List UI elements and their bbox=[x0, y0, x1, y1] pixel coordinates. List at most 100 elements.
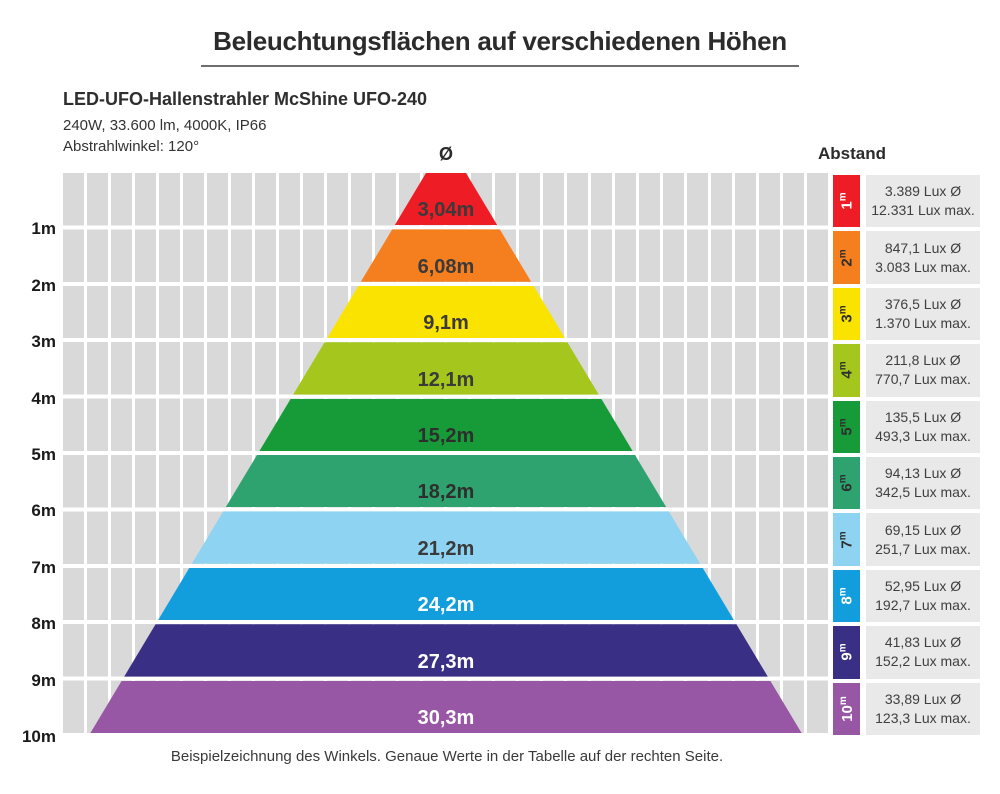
product-header: LED-UFO-Hallenstrahler McShine UFO-240 2… bbox=[63, 89, 427, 157]
beam-band-2m: 6,08m bbox=[360, 229, 532, 282]
lux-max: 493,3 Lux max. bbox=[875, 427, 971, 444]
table-row: 8m 52,95 Lux Ø 192,7 Lux max. bbox=[833, 569, 980, 623]
table-row: 6m 94,13 Lux Ø 342,5 Lux max. bbox=[833, 456, 980, 510]
diameter-value-9m: 27,3m bbox=[417, 650, 475, 673]
beam-chart-grid: 3,04m 6,08m 9,1m 12,1m 15,2m 18,2m 21,2m… bbox=[63, 173, 828, 737]
axis-label-4m: 4m bbox=[31, 389, 56, 408]
title-wrap: Beleuchtungsflächen auf verschiedenen Hö… bbox=[0, 26, 1000, 67]
distance-table: 1m 3.389 Lux Ø 12.331 Lux max. 2m 847,1 … bbox=[833, 175, 980, 739]
height-tab-7m: 7m bbox=[833, 513, 860, 566]
table-row: 7m 69,15 Lux Ø 251,7 Lux max. bbox=[833, 513, 980, 566]
axis-label-3m: 3m bbox=[31, 332, 56, 351]
axis-label-6m: 6m bbox=[31, 501, 56, 520]
table-row: 5m 135,5 Lux Ø 493,3 Lux max. bbox=[833, 400, 980, 453]
lux-max: 12.331 Lux max. bbox=[871, 202, 975, 219]
distance-column-header: Abstand bbox=[818, 144, 886, 163]
height-tab-4m: 4m bbox=[833, 344, 860, 397]
diameter-value-7m: 21,2m bbox=[417, 537, 475, 560]
lux-values: 94,13 Lux Ø 342,5 Lux max. bbox=[866, 456, 980, 510]
lux-values: 3.389 Lux Ø 12.331 Lux max. bbox=[866, 175, 980, 228]
height-tab-label: 3m bbox=[837, 305, 856, 323]
beam-band-8m: 24,2m bbox=[158, 567, 734, 621]
beam-band-6m: 18,2m bbox=[225, 455, 667, 508]
beam-band-7m: 21,2m bbox=[191, 511, 701, 564]
product-name: LED-UFO-Hallenstrahler McShine UFO-240 bbox=[63, 89, 428, 109]
lux-avg: 135,5 Lux Ø bbox=[884, 408, 962, 425]
diameter-value-1m: 3,04m bbox=[417, 199, 475, 222]
lux-avg: 376,5 Lux Ø bbox=[884, 295, 962, 312]
beam-band-1m: 3,04m bbox=[394, 173, 498, 226]
lux-values: 33,89 Lux Ø 123,3 Lux max. bbox=[866, 682, 980, 735]
diameter-value-10m: 30,3m bbox=[417, 706, 475, 729]
diameter-value-2m: 6,08m bbox=[417, 255, 475, 278]
diameter-value-5m: 15,2m bbox=[417, 424, 475, 447]
lux-avg: 3.389 Lux Ø bbox=[884, 183, 962, 200]
lux-values: 135,5 Lux Ø 493,3 Lux max. bbox=[866, 400, 980, 453]
table-row: 10m 33,89 Lux Ø 123,3 Lux max. bbox=[833, 682, 980, 735]
lux-max: 251,7 Lux max. bbox=[875, 540, 971, 557]
diameter-value-6m: 18,2m bbox=[417, 481, 475, 504]
height-tab-label: 7m bbox=[837, 530, 856, 549]
height-tab-label: 6m bbox=[837, 474, 856, 492]
axis-label-7m: 7m bbox=[31, 558, 56, 577]
height-tab-label: 9m bbox=[837, 643, 856, 661]
lux-values: 69,15 Lux Ø 251,7 Lux max. bbox=[866, 513, 980, 566]
height-tab-5m: 5m bbox=[833, 400, 860, 453]
diameter-value-8m: 24,2m bbox=[417, 594, 475, 617]
lux-avg: 41,83 Lux Ø bbox=[884, 634, 962, 651]
beam-band-5m: 15,2m bbox=[259, 398, 633, 451]
axis-label-1m: 1m bbox=[31, 219, 56, 238]
lux-avg: 211,8 Lux Ø bbox=[885, 352, 961, 369]
height-tab-label: 8m bbox=[837, 587, 856, 605]
beam-band-9m: 27,3m bbox=[124, 624, 768, 677]
height-tab-8m: 8m bbox=[833, 569, 860, 623]
table-row: 1m 3.389 Lux Ø 12.331 Lux max. bbox=[833, 175, 980, 228]
lux-max: 123,3 Lux max. bbox=[875, 709, 971, 726]
lux-avg: 52,95 Lux Ø bbox=[884, 577, 962, 594]
height-tab-label: 5m bbox=[837, 418, 856, 436]
lux-avg: 847,1 Lux Ø bbox=[884, 239, 962, 256]
lux-max: 152,2 Lux max. bbox=[875, 653, 971, 670]
axis-label-5m: 5m bbox=[31, 445, 56, 464]
table-row: 3m 376,5 Lux Ø 1.370 Lux max. bbox=[833, 287, 980, 341]
height-tab-3m: 3m bbox=[833, 287, 860, 341]
height-tab-label: 10m bbox=[837, 695, 856, 722]
diameter-value-3m: 9,1m bbox=[423, 312, 469, 335]
lux-values: 52,95 Lux Ø 192,7 Lux max. bbox=[866, 569, 980, 623]
height-tab-10m: 10m bbox=[833, 682, 860, 735]
lux-max: 1.370 Lux max. bbox=[875, 314, 971, 331]
height-tab-1m: 1m bbox=[833, 175, 860, 228]
lux-avg: 94,13 Lux Ø bbox=[884, 465, 962, 482]
lux-max: 3.083 Lux max. bbox=[875, 258, 971, 275]
lux-avg: 33,89 Lux Ø bbox=[884, 690, 962, 707]
lux-max: 770,7 Lux max. bbox=[875, 371, 971, 388]
lux-avg: 69,15 Lux Ø bbox=[884, 521, 962, 538]
height-tab-2m: 2m bbox=[833, 231, 860, 284]
height-tab-label: 1m bbox=[837, 192, 856, 210]
lux-values: 376,5 Lux Ø 1.370 Lux max. bbox=[866, 287, 980, 341]
table-row: 2m 847,1 Lux Ø 3.083 Lux max. bbox=[833, 231, 980, 284]
page-title: Beleuchtungsflächen auf verschiedenen Hö… bbox=[201, 26, 799, 67]
table-row: 4m 211,8 Lux Ø 770,7 Lux max. bbox=[833, 344, 980, 397]
axis-label-8m: 8m bbox=[31, 614, 56, 633]
beam-band-4m: 12,1m bbox=[293, 342, 599, 395]
diameter-value-4m: 12,1m bbox=[417, 368, 475, 391]
axis-label-9m: 9m bbox=[31, 671, 56, 690]
beam-band-3m: 9,1m bbox=[327, 285, 565, 339]
height-tab-9m: 9m bbox=[833, 626, 860, 679]
diameter-symbol-label: Ø bbox=[438, 144, 453, 164]
lux-values: 41,83 Lux Ø 152,2 Lux max. bbox=[866, 626, 980, 679]
height-tab-label: 4m bbox=[837, 361, 856, 379]
footnote-caption: Beispielzeichnung des Winkels. Genaue We… bbox=[170, 748, 724, 765]
beam-angle: Abstrahlwinkel: 120° bbox=[63, 138, 200, 155]
height-tab-label: 2m bbox=[837, 248, 856, 267]
beam-band-10m: 30,3m bbox=[90, 680, 802, 733]
axis-label-10m: 10m bbox=[21, 727, 56, 746]
lux-values: 211,8 Lux Ø 770,7 Lux max. bbox=[866, 344, 980, 397]
axis-label-2m: 2m bbox=[31, 276, 56, 295]
lux-values: 847,1 Lux Ø 3.083 Lux max. bbox=[866, 231, 980, 284]
height-tab-6m: 6m bbox=[833, 456, 860, 510]
lux-max: 192,7 Lux max. bbox=[875, 596, 971, 613]
table-row: 9m 41,83 Lux Ø 152,2 Lux max. bbox=[833, 626, 980, 679]
